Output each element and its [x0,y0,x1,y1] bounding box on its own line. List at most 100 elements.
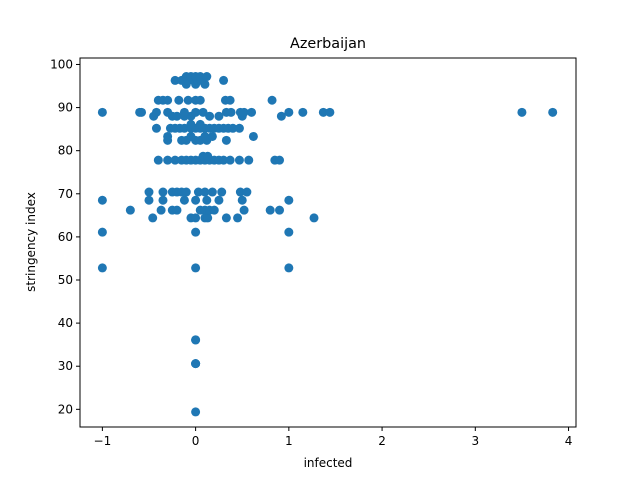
scatter-point [298,107,308,117]
scatter-point [97,227,107,237]
scatter-point [517,107,527,117]
scatter-point [226,107,236,117]
scatter-point [209,205,219,215]
scatter-point [219,155,229,165]
scatter-point [158,195,168,205]
scatter-point [234,123,244,133]
scatter-point [179,107,189,117]
chart-title: Azerbaijan [290,36,366,52]
scatter-point [191,263,201,273]
scatter-point [144,187,154,197]
scatter-point [191,407,201,417]
y-tick-label: 80 [58,144,73,158]
scatter-point [237,195,247,205]
scatter-point [191,227,201,237]
scatter-point [235,187,245,197]
scatter-point [170,155,180,165]
scatter-point [156,205,166,215]
y-axis-ticks: 20 30 40 50 60 70 80 90 100 [50,57,80,416]
scatter-point [548,107,558,117]
scatter-point [221,135,231,145]
scatter-point [172,111,182,121]
scatter-point [153,155,163,165]
scatter-point [97,263,107,273]
scatter-point [198,107,208,117]
scatter-point [195,72,205,82]
scatter-point [170,75,180,85]
scatter-point [217,187,227,197]
scatter-point [228,123,238,133]
scatter-point [325,107,335,117]
scatter-point [179,195,189,205]
scatter-point [174,95,184,105]
scatter-point [284,195,294,205]
scatter-point [275,205,285,215]
scatter-point [214,195,224,205]
scatter-point [151,123,161,133]
plot-frame [79,57,577,428]
scatter-point [195,95,205,105]
y-tick-label: 60 [58,230,73,244]
scatter-point [193,187,203,197]
y-tick-label: 100 [50,57,73,71]
scatter-point [195,119,205,129]
scatter-point [148,213,158,223]
scatter-point [267,95,277,105]
data-points [97,72,558,417]
scatter-point [200,187,210,197]
scatter-point [191,213,201,223]
scatter-point [239,205,249,215]
scatter-point [179,123,189,133]
scatter-point [186,131,196,141]
scatter-point [163,131,173,141]
x-tick-label: −1 [94,434,112,448]
scatter-point [163,95,173,105]
scatter-point [276,111,286,121]
y-axis-label: stringency index [24,192,38,292]
scatter-point [221,213,231,223]
x-tick-label: 4 [565,434,573,448]
scatter-point [144,195,154,205]
scatter-point [203,151,213,161]
x-tick-label: 1 [285,434,293,448]
scatter-point [97,107,107,117]
scatter-point [137,107,147,117]
scatter-point [125,205,135,215]
scatter-point [225,155,235,165]
scatter-point [219,75,229,85]
scatter-point [163,155,173,165]
scatter-point [207,131,217,141]
scatter-point [225,95,235,105]
scatter-point [205,111,215,121]
scatter-point [318,107,328,117]
scatter-point [284,263,294,273]
scatter-point [191,359,201,369]
x-tick-label: 3 [471,434,479,448]
y-tick-label: 90 [58,101,73,115]
scatter-point [163,107,173,117]
scatter-point [202,195,212,205]
x-axis-ticks: −1 0 1 2 3 4 [94,427,573,448]
scatter-point [214,111,224,121]
scatter-point [158,187,168,197]
scatter-point [181,187,191,197]
x-tick-label: 0 [192,434,200,448]
scatter-point [200,131,210,141]
scatter-point [191,107,201,117]
scatter-point [265,205,275,215]
y-tick-label: 40 [58,316,73,330]
y-tick-label: 50 [58,273,73,287]
scatter-point [275,155,285,165]
scatter-point [183,95,193,105]
scatter-point [247,107,257,117]
scatter-point [191,195,201,205]
scatter-point [309,213,319,223]
scatter-point [234,155,244,165]
scatter-point [284,107,294,117]
scatter-point [186,119,196,129]
scatter-point [191,335,201,345]
scatter-point [202,72,212,82]
scatter-point [233,213,243,223]
x-tick-label: 2 [378,434,386,448]
scatter-point [172,205,182,215]
